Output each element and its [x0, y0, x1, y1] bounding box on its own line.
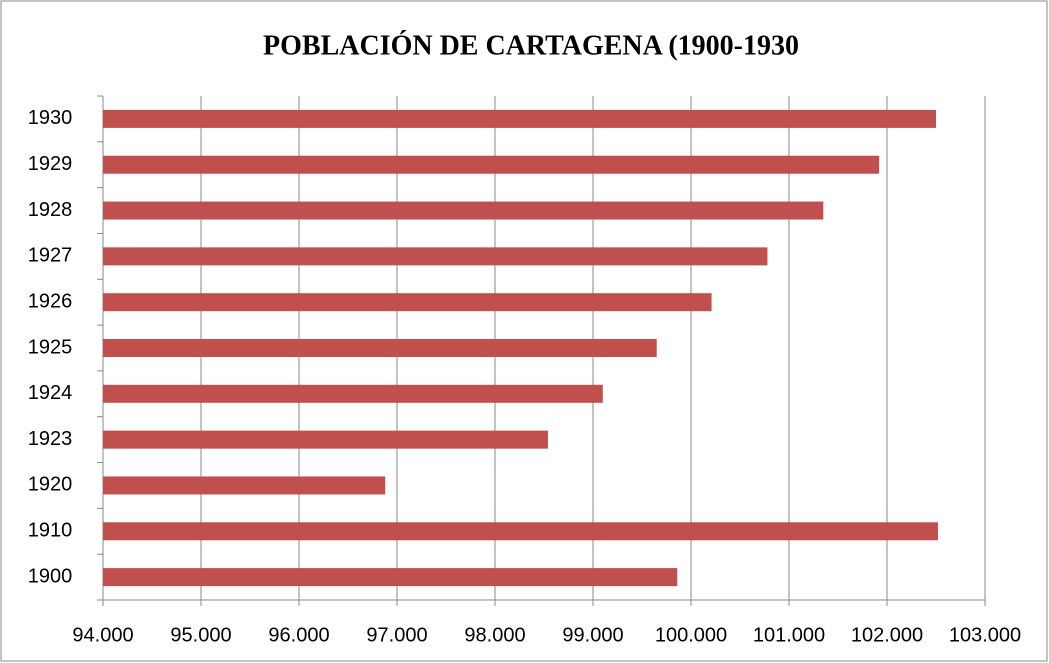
y-tick-label: 1930 [28, 107, 73, 129]
y-tick-label: 1928 [28, 199, 73, 221]
x-tick-label: 96.000 [268, 624, 329, 646]
y-tick-label: 1926 [28, 290, 73, 312]
x-tick-label: 100.000 [655, 624, 727, 646]
x-tick-label: 102.000 [851, 624, 923, 646]
bar [103, 339, 657, 357]
x-tick-label: 94.000 [72, 624, 133, 646]
x-tick-label: 103.000 [949, 624, 1021, 646]
bar [103, 430, 548, 449]
bar [103, 476, 386, 495]
bar [103, 201, 824, 220]
bar [103, 384, 603, 403]
x-tick-label: 98.000 [464, 624, 525, 646]
bar [103, 522, 938, 541]
bar [103, 109, 936, 128]
bar [103, 155, 880, 174]
x-tick-label: 101.000 [753, 624, 825, 646]
y-tick-label: 1927 [28, 245, 73, 267]
y-tick-label: 1929 [28, 153, 73, 175]
y-tick-label: 1920 [28, 474, 73, 496]
y-tick-label: 1925 [28, 336, 73, 358]
y-tick-label: 1923 [28, 428, 73, 450]
x-tick-label: 97.000 [366, 624, 427, 646]
x-tick-label: 95.000 [170, 624, 231, 646]
y-tick-label: 1910 [28, 520, 73, 542]
y-tick-label: 1900 [28, 565, 73, 587]
chart-title: POBLACIÓN DE CARTAGENA (1900-1930 [263, 30, 799, 61]
y-tick-label: 1924 [28, 382, 73, 404]
bar [103, 293, 712, 312]
bar [103, 568, 678, 587]
x-tick-label: 99.000 [562, 624, 623, 646]
bar [103, 247, 768, 266]
